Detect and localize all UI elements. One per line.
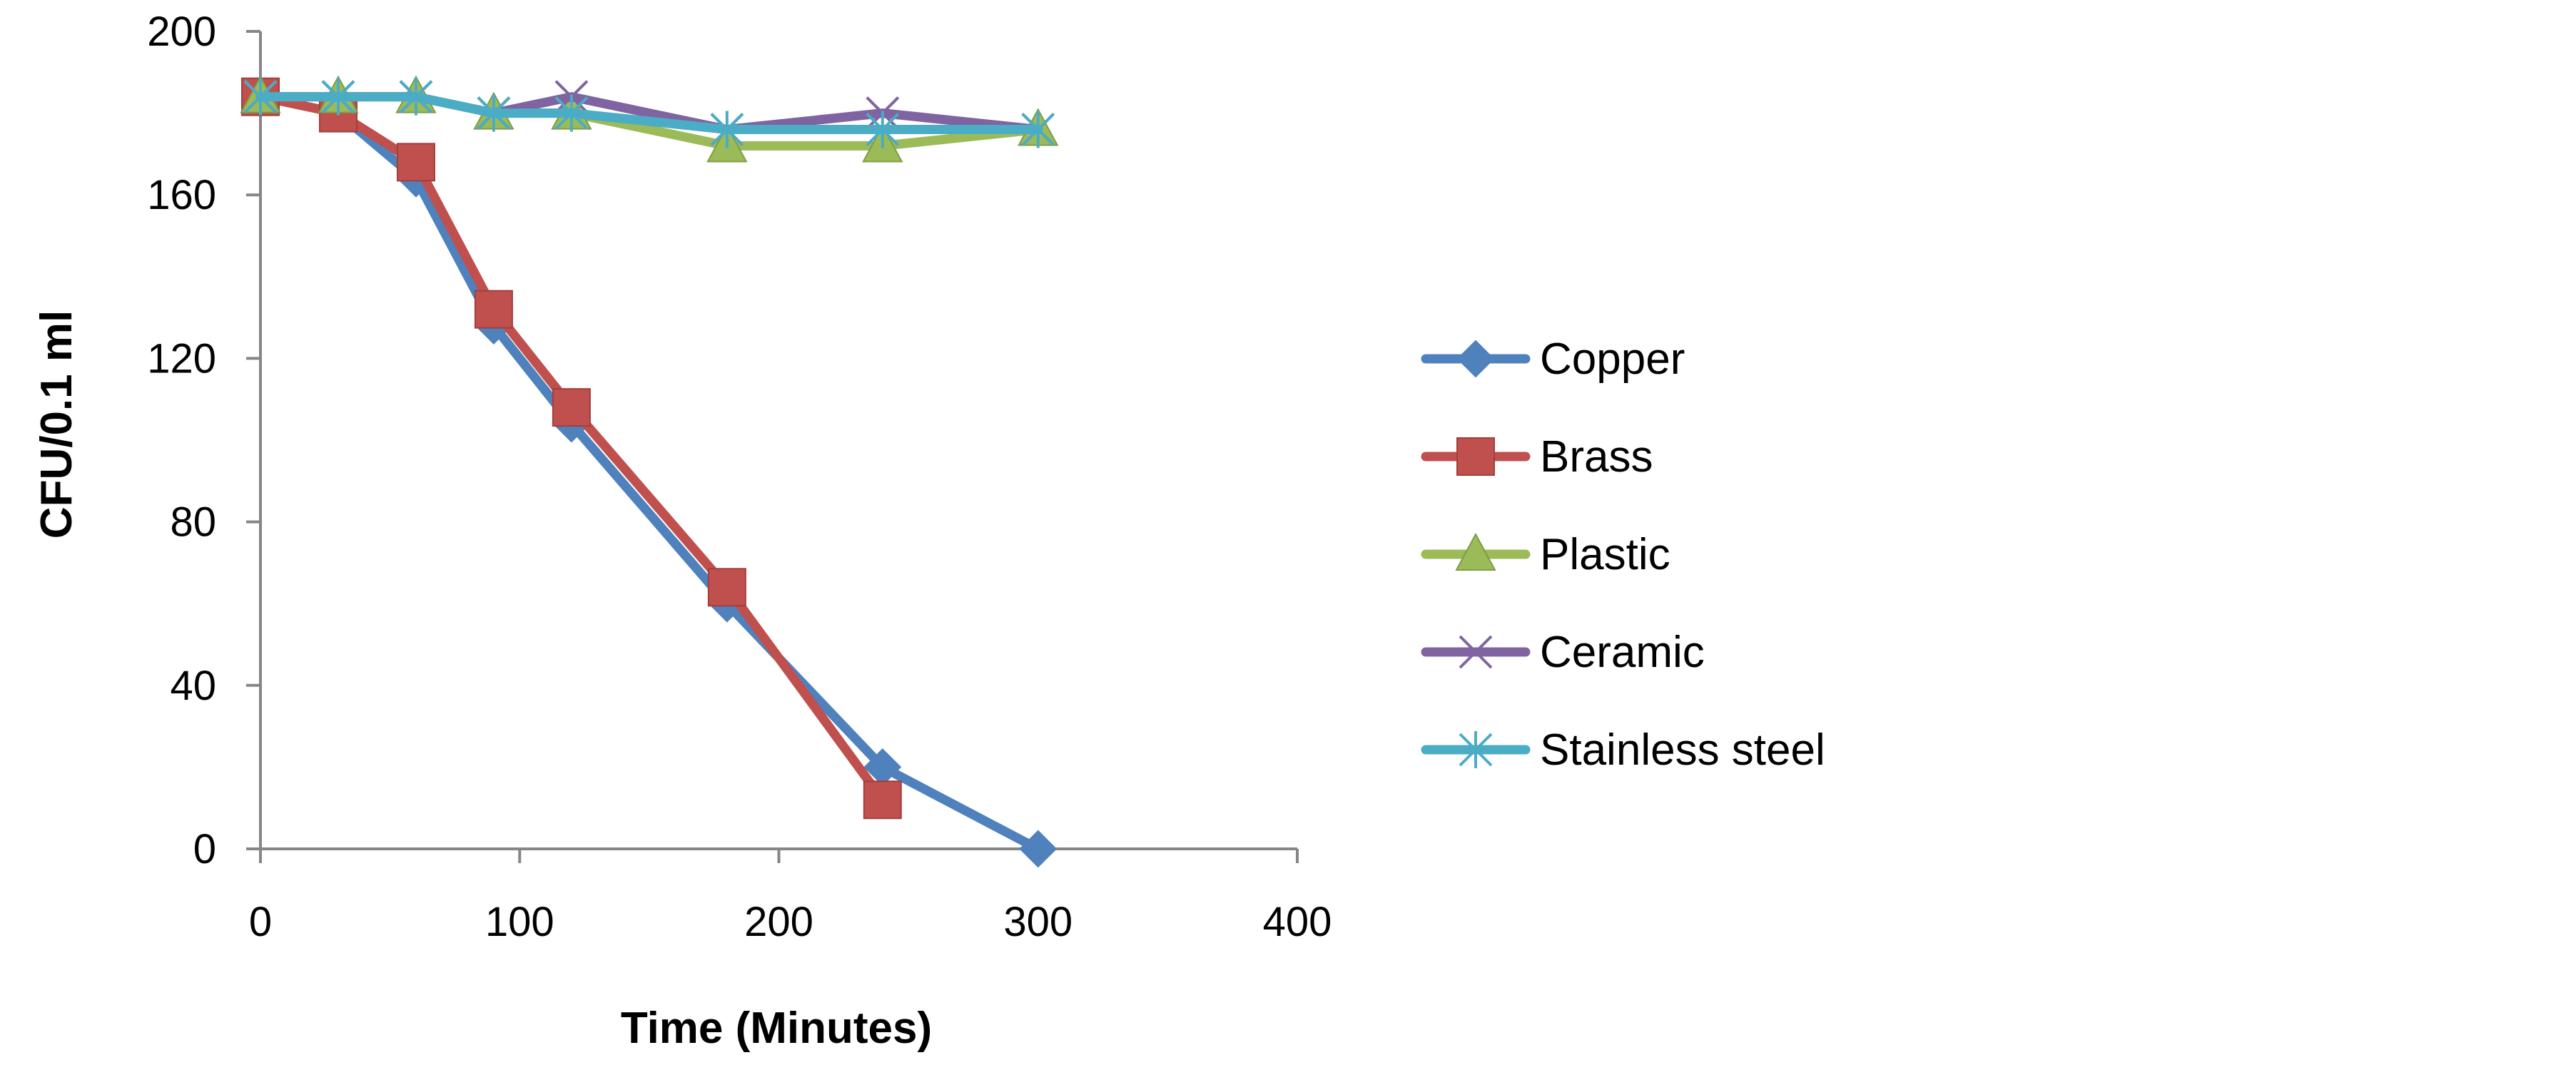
brass-point [474, 290, 513, 329]
legend-item-copper: Copper [1421, 335, 1685, 384]
legend-marker [1456, 340, 1495, 378]
legend-item-stainless-steel: Stainless steel [1421, 725, 1825, 775]
legend-label: Brass [1540, 432, 1653, 481]
y-tick-label: 0 [193, 826, 216, 872]
series-brass [241, 77, 902, 820]
stainless-steel-point [243, 78, 278, 116]
legend-item-ceramic: Ceramic [1421, 628, 1705, 677]
legend-item-plastic: Plastic [1421, 530, 1670, 579]
brass-point [552, 388, 591, 427]
legend: Copper Brass Plastic Ceramic Stainless steel [1421, 335, 1825, 775]
stainless-steel-point [477, 94, 511, 132]
series-layer [240, 75, 1059, 868]
x-tick-label: 400 [1263, 899, 1332, 945]
brass-point [863, 780, 902, 820]
stainless-steel-point [866, 111, 900, 148]
stainless-steel-point [710, 111, 744, 148]
y-axis-title: CFU/0.1 ml [32, 310, 81, 539]
brass-line [255, 92, 888, 805]
y-tick-label: 160 [147, 172, 216, 218]
legend-label: Plastic [1540, 530, 1670, 579]
x-tick-label: 0 [249, 899, 272, 945]
x-tick-label: 100 [485, 899, 554, 945]
copper-point [1019, 830, 1058, 868]
y-tick-label: 80 [170, 499, 216, 546]
copper-line [255, 92, 1043, 854]
legend-marker [1459, 731, 1493, 768]
stainless-steel-line [255, 92, 1043, 135]
y-tick-label: 200 [147, 9, 216, 55]
stainless-steel-point [554, 94, 589, 132]
legend-label: Stainless steel [1540, 725, 1825, 775]
legend-label: Ceramic [1540, 628, 1705, 677]
brass-point [396, 143, 435, 182]
legend-marker [1455, 532, 1496, 571]
y-tick-label: 40 [170, 663, 216, 709]
stainless-steel-point [321, 78, 355, 116]
legend-label: Copper [1540, 335, 1685, 384]
brass-point [707, 568, 746, 607]
y-tick-label: 120 [147, 335, 216, 382]
stainless-steel-point [399, 78, 433, 116]
legend-item-brass: Brass [1421, 432, 1653, 481]
series-stainless-steel [243, 78, 1055, 148]
stainless-steel-point [1021, 111, 1055, 148]
legend-marker [1459, 635, 1493, 669]
axes: 0 40 80 120 160 200 0 100 200 300 400 [147, 9, 1332, 945]
series-copper [241, 78, 1058, 868]
x-tick-label: 200 [744, 899, 813, 945]
x-tick-label: 300 [1003, 899, 1073, 945]
legend-marker [1456, 437, 1495, 476]
x-axis-title: Time (Minutes) [621, 1004, 932, 1053]
